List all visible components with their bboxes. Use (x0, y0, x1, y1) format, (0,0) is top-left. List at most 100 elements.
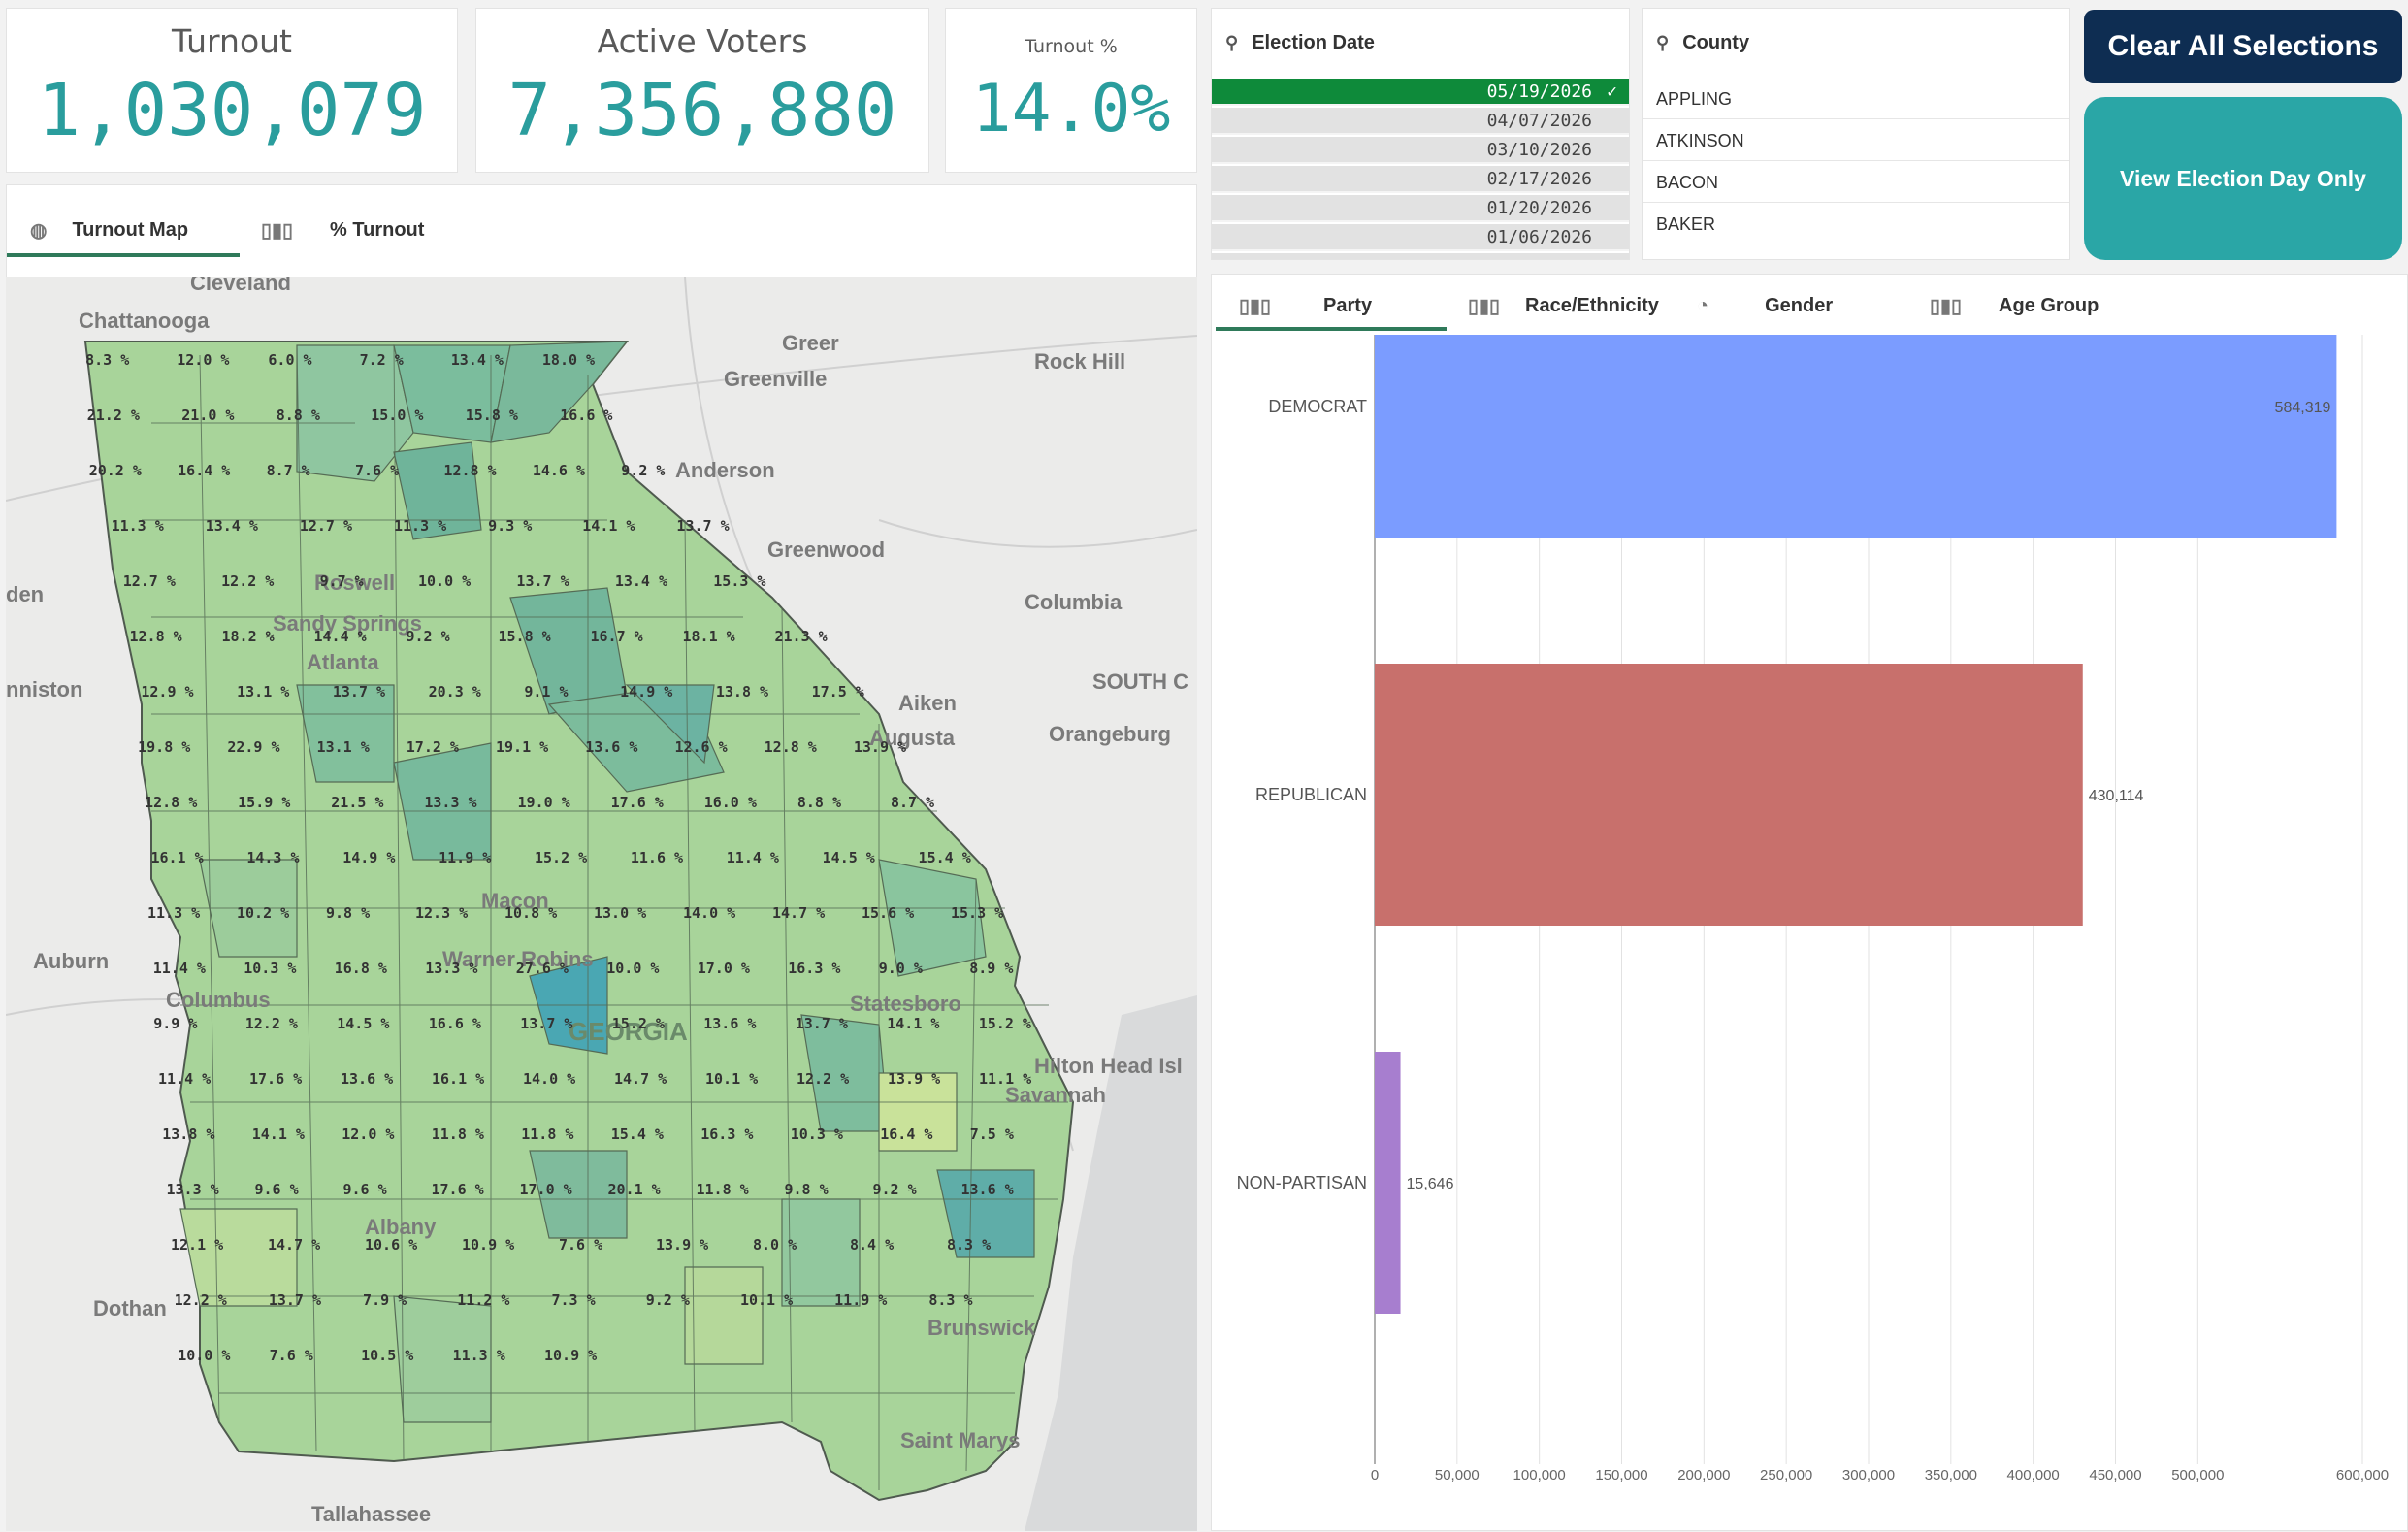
county-turnout-label: 12.6 % (674, 738, 727, 756)
date-option[interactable]: 03/10/2026 (1212, 137, 1629, 164)
county-turnout-label: 10.3 % (244, 960, 296, 977)
county-filter[interactable]: ⚲ County APPLING ATKINSON BACON BAKER (1642, 8, 2070, 260)
county-turnout-label: 8.8 % (797, 794, 841, 811)
county-turnout-label: 11.2 % (457, 1291, 509, 1309)
county-turnout-label: 14.6 % (533, 462, 585, 479)
city-label: nniston (6, 677, 82, 701)
tab-pct-turnout[interactable]: ▯▮▯ % Turnout (261, 203, 474, 257)
bar-non-partisan[interactable] (1375, 1052, 1401, 1314)
county-turnout-label: 10.3 % (791, 1125, 843, 1143)
county-turnout-label: 8.4 % (850, 1236, 894, 1254)
date-option[interactable]: 04/07/2026 (1212, 108, 1629, 135)
city-label: Brunswick (927, 1316, 1036, 1340)
tab-age-group[interactable]: ▯▮▯ Age Group (1930, 280, 2124, 331)
county-borders (142, 344, 1068, 1490)
tab-turnout-map[interactable]: ◍ Turnout Map (7, 203, 240, 257)
date-option[interactable]: 02/17/2026 (1212, 166, 1629, 193)
county-turnout-label: 11.3 % (112, 517, 164, 535)
city-label: Anderson (675, 458, 775, 482)
city-label: Orangeburg (1049, 722, 1171, 746)
county-turnout-label: 11.9 % (439, 849, 491, 866)
county-turnout-label: 21.2 % (87, 407, 140, 424)
county-turnout-label: 10.2 % (237, 904, 289, 922)
county-turnout-label: 13.7 % (796, 1015, 848, 1032)
election-date-header[interactable]: ⚲ Election Date (1212, 9, 1629, 77)
bar-republican[interactable] (1375, 664, 2083, 926)
tab-party[interactable]: ▯▮▯ Party (1216, 280, 1447, 331)
city-label: Greer (782, 331, 839, 355)
x-tick-label: 250,000 (1760, 1467, 1812, 1483)
county-turnout-label: 9.2 % (407, 628, 450, 645)
county-turnout-label: 21.0 % (181, 407, 234, 424)
tab-race-ethnicity[interactable]: ▯▮▯ Race/Ethnicity (1468, 280, 1681, 331)
clear-all-selections-button[interactable]: Clear All Selections (2084, 10, 2402, 83)
kpi-turnout-value: 1,030,079 (37, 69, 427, 152)
checkmark-icon: ✓ (1607, 81, 1617, 102)
view-election-day-button[interactable]: View Election Day Only (2084, 97, 2402, 260)
county-turnout-label: 13.3 % (425, 960, 477, 977)
county-option[interactable]: BACON (1643, 162, 2069, 203)
election-date-filter[interactable]: ⚲ Election Date 05/19/2026 ✓ 04/07/2026 … (1211, 8, 1630, 260)
county-turnout-label: 21.5 % (331, 794, 383, 811)
county-turnout-label: 13.8 % (162, 1125, 214, 1143)
county-turnout-label: 16.3 % (788, 960, 840, 977)
x-tick-label: 350,000 (1925, 1467, 1977, 1483)
party-bar-chart[interactable]: 0 50,000 100,000 150,000 200,000 250,000 300,0… (1212, 335, 2408, 1532)
county-turnout-label: 13.7 % (676, 517, 729, 535)
county-turnout-label: 10.8 % (504, 904, 557, 922)
county-header[interactable]: ⚲ County (1643, 9, 2069, 77)
county-turnout-label: 8.9 % (969, 960, 1013, 977)
county-turnout-label: 11.9 % (834, 1291, 887, 1309)
county-turnout-label: 12.3 % (415, 904, 468, 922)
county-turnout-label: 13.3 % (167, 1181, 219, 1198)
county-turnout-label: 12.2 % (245, 1015, 298, 1032)
city-label: Statesboro (850, 992, 961, 1016)
county-patches (179, 341, 1035, 1423)
county-turnout-label: 13.6 % (703, 1015, 756, 1032)
value-label: 15,646 (1407, 1176, 1454, 1192)
county-turnout-label: 13.4 % (206, 517, 258, 535)
county-turnout-label: 18.2 % (222, 628, 275, 645)
county-turnout-label: 12.2 % (797, 1070, 849, 1088)
county-turnout-label: 14.3 % (246, 849, 299, 866)
county-turnout-label: 10.9 % (544, 1347, 597, 1364)
county-turnout-label: 7.2 % (360, 351, 404, 369)
county-turnout-label: 13.7 % (333, 683, 385, 701)
x-tick-label: 600,000 (2336, 1467, 2389, 1483)
search-icon: ⚲ (1225, 32, 1239, 52)
county-turnout-label: 7.6 % (355, 462, 399, 479)
county-turnout-label: 15.6 % (862, 904, 914, 922)
county-turnout-label: 14.9 % (620, 683, 672, 701)
map-tab-bar: ◍ Turnout Map ▯▮▯ % Turnout (6, 184, 1197, 277)
county-turnout-label: 7.6 % (270, 1347, 313, 1364)
city-label: den (6, 582, 44, 606)
county-turnout-label: 18.0 % (542, 351, 595, 369)
election-date-title: Election Date (1252, 31, 1375, 53)
county-turnout-label: 13.7 % (516, 572, 569, 590)
county-turnout-label: 19.1 % (496, 738, 548, 756)
turnout-map[interactable]: Cleveland Chattanooga Greer Greenville R… (6, 277, 1197, 1531)
county-option[interactable]: ATKINSON (1643, 120, 2069, 161)
county-turnout-label: 15.4 % (611, 1125, 664, 1143)
county-option[interactable]: APPLING (1643, 79, 2069, 119)
kpi-turnout-card: Turnout 1,030,079 (6, 8, 458, 173)
tab-turnout-map-label: Turnout Map (72, 218, 189, 241)
county-turnout-label: 10.0 % (178, 1347, 230, 1364)
county-turnout-label: 13.9 % (854, 738, 906, 756)
date-option[interactable]: 01/06/2026 (1212, 224, 1629, 251)
county-option-partial[interactable] (1643, 245, 2069, 259)
county-turnout-label: 19.0 % (518, 794, 570, 811)
date-option[interactable]: 01/20/2026 (1212, 195, 1629, 222)
county-turnout-label: 11.4 % (153, 960, 206, 977)
county-option[interactable]: BAKER (1643, 204, 2069, 244)
county-turnout-label: 15.3 % (951, 904, 1003, 922)
date-option-selected[interactable]: 05/19/2026 ✓ (1212, 79, 1629, 106)
city-label: Macon (481, 889, 549, 913)
county-turnout-label: 17.5 % (812, 683, 864, 701)
tab-gender[interactable]: ◔ Gender (1697, 280, 1871, 331)
bar-democrat[interactable] (1375, 335, 2337, 538)
county-turnout-label: 14.1 % (887, 1015, 939, 1032)
date-option-partial[interactable] (1212, 253, 1629, 259)
county-turnout-label: 11.3 % (394, 517, 446, 535)
county-turnout-label: 17.0 % (520, 1181, 572, 1198)
